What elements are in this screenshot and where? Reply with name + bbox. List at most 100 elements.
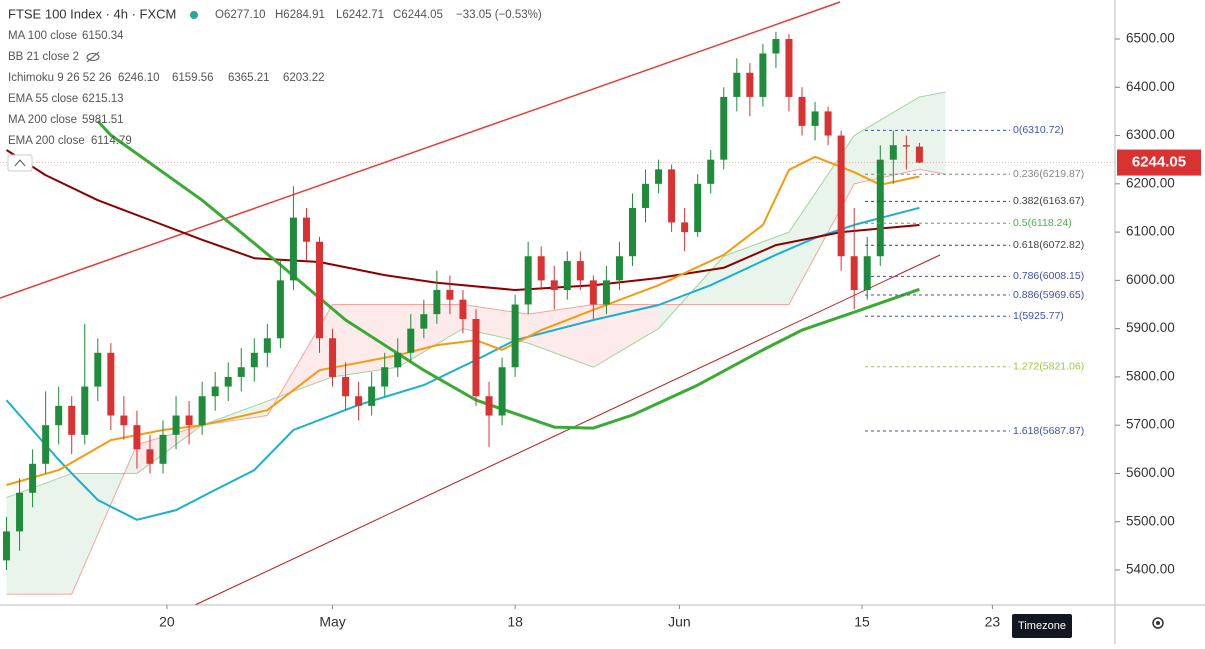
y-tick-label: 6500.00 bbox=[1126, 31, 1175, 46]
ohlc-value: H6284.91 bbox=[275, 9, 325, 21]
cloud-segment bbox=[6, 473, 72, 595]
candle-body bbox=[485, 396, 493, 416]
fib-label: 0.886(5969.65) bbox=[1013, 289, 1084, 301]
gear-center[interactable] bbox=[1156, 621, 1160, 625]
indicator-name: EMA 200 close bbox=[8, 135, 85, 147]
candle-body bbox=[289, 217, 297, 281]
fib-label: 1.272(5821.06) bbox=[1013, 361, 1084, 373]
candle-body bbox=[459, 299, 467, 319]
lower-trend-line bbox=[194, 254, 941, 606]
indicator-value: 6246.10 bbox=[118, 72, 160, 84]
candle-body bbox=[172, 415, 180, 435]
indicator-value: 6203.22 bbox=[283, 72, 325, 84]
timezone-label[interactable]: Timezone bbox=[1018, 620, 1066, 632]
ma-line bbox=[96, 120, 920, 430]
indicator-value: 6215.13 bbox=[82, 93, 124, 105]
indicator-name: MA 200 close bbox=[8, 114, 77, 126]
fibonacci: 0(6310.72) 0.236(6219.87) 0.382(6163.67) 0.… bbox=[865, 124, 1084, 437]
candle-body bbox=[446, 290, 454, 300]
cloud-span bbox=[6, 91, 946, 499]
x-tick-label: Jun bbox=[668, 614, 691, 630]
candle-body bbox=[263, 338, 271, 353]
candle-body bbox=[902, 145, 910, 147]
y-tick-label: 6200.00 bbox=[1126, 175, 1175, 190]
fib-label: 1.618(5687.87) bbox=[1013, 425, 1084, 437]
y-tick-label: 5400.00 bbox=[1126, 562, 1175, 577]
candle-body bbox=[785, 39, 793, 97]
fib-label: 0(6310.72) bbox=[1013, 124, 1064, 136]
candle-body bbox=[798, 96, 806, 126]
candle-body bbox=[915, 146, 923, 163]
indicator-value: 6159.56 bbox=[172, 72, 214, 84]
indicator-name: BB 21 close 2 bbox=[8, 51, 79, 63]
candle-body bbox=[850, 256, 858, 291]
ma-line bbox=[5, 206, 920, 521]
candle-body bbox=[68, 405, 76, 435]
hidden-icon bbox=[86, 53, 100, 61]
cloud-span bbox=[6, 168, 946, 595]
y-tick-label: 6100.00 bbox=[1126, 224, 1175, 239]
fib-label: 0.5(6118.24) bbox=[1013, 217, 1072, 229]
candle-body bbox=[368, 386, 376, 406]
indicator-value: 6114.79 bbox=[91, 135, 132, 147]
cloud-segment bbox=[723, 232, 789, 305]
fib-label: 0.382(6163.67) bbox=[1013, 195, 1084, 207]
candle-body bbox=[628, 207, 636, 257]
y-tick-label: 6000.00 bbox=[1126, 272, 1175, 287]
candle-body bbox=[472, 318, 480, 397]
ohlc-value: −33.05 (−0.53%) bbox=[456, 9, 542, 21]
candle-body bbox=[302, 217, 310, 242]
candle-body bbox=[681, 222, 689, 233]
upper-trend-line bbox=[0, 1, 841, 299]
candle-body bbox=[759, 53, 767, 97]
cloud-segment bbox=[854, 96, 920, 184]
candle-body bbox=[733, 72, 741, 97]
candle-body bbox=[211, 386, 219, 397]
candle-body bbox=[42, 425, 50, 464]
y-tick-label: 6400.00 bbox=[1126, 79, 1175, 94]
indicator-name: MA 100 close bbox=[8, 30, 77, 42]
candle-body bbox=[224, 376, 232, 387]
candle-body bbox=[811, 111, 819, 126]
candle-body bbox=[355, 396, 363, 406]
indicator-value: 6150.34 bbox=[82, 30, 124, 42]
candle-body bbox=[720, 96, 728, 160]
timezone-button[interactable] bbox=[1012, 614, 1072, 638]
settings-icon[interactable] bbox=[1152, 617, 1164, 629]
ohlc-value: O6277.10 bbox=[215, 9, 266, 21]
cloud-segment bbox=[919, 92, 946, 175]
candle-body bbox=[889, 145, 897, 160]
candles bbox=[3, 31, 923, 571]
candle-body bbox=[602, 280, 610, 305]
candle-body bbox=[498, 367, 506, 416]
x-tick-label: May bbox=[319, 614, 345, 630]
candle-body bbox=[250, 352, 258, 368]
gear[interactable] bbox=[1152, 617, 1164, 629]
candle-body bbox=[589, 280, 597, 305]
fib-label: 1(5925.77) bbox=[1013, 310, 1064, 322]
last-price-box bbox=[1117, 149, 1201, 176]
fib-label: 0.236(6219.87) bbox=[1013, 168, 1084, 180]
candle-body bbox=[146, 449, 154, 464]
candle-body bbox=[120, 415, 128, 426]
candle-body bbox=[342, 376, 350, 397]
x-tick-label: 23 bbox=[985, 614, 1001, 630]
candle-body bbox=[642, 183, 650, 208]
cloud-segment bbox=[593, 304, 659, 368]
legend: FTSE 100 Index · 4h · FXCM O6277.10 H6284.… bbox=[7, 6, 542, 172]
moving-averages bbox=[5, 120, 920, 521]
candle-body bbox=[824, 111, 832, 136]
candle-body bbox=[407, 328, 415, 353]
y-tick-label: 5900.00 bbox=[1126, 320, 1175, 335]
ohlc-value: L6242.71 bbox=[336, 9, 384, 21]
candle-body bbox=[537, 256, 545, 281]
candle-body bbox=[29, 463, 37, 493]
candle-body bbox=[16, 492, 24, 532]
candle-body bbox=[55, 405, 63, 426]
candle-body bbox=[524, 256, 532, 305]
candle-body bbox=[615, 256, 623, 281]
candle-body bbox=[511, 304, 519, 368]
ohlc-value: C6244.05 bbox=[393, 9, 443, 21]
candle-body bbox=[746, 72, 754, 97]
